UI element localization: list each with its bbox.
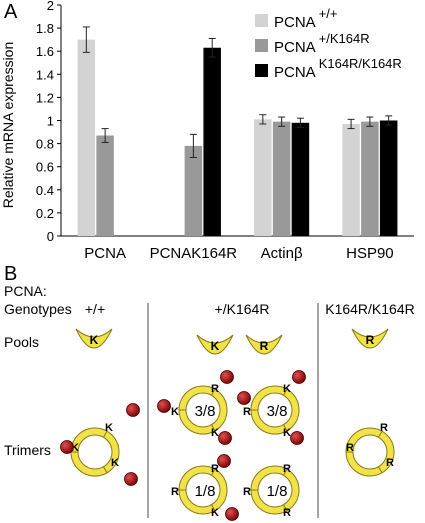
pcna-monomer	[245, 334, 283, 355]
ubiquitin	[218, 431, 232, 445]
bar	[272, 121, 291, 236]
legend-swatch	[255, 64, 268, 77]
ubiquitin	[124, 472, 138, 486]
pcna-trimer: R K K 3/8	[157, 370, 234, 445]
y-tick-label: 0.8	[36, 137, 54, 152]
trimers-label: Trimers	[4, 442, 51, 458]
ubiquitin	[237, 391, 251, 405]
pcna-monomer	[196, 334, 234, 355]
monomer-letter: R	[171, 486, 179, 498]
monomer-letter: K	[71, 442, 79, 454]
monomer-letter: R	[283, 507, 291, 519]
pools-label: Pools	[4, 334, 39, 350]
x-tick-label: HSP90	[346, 245, 394, 262]
y-tick-label: 1.8	[36, 21, 54, 36]
monomer-letter: R	[243, 406, 251, 418]
monomer-letter: K	[283, 383, 291, 395]
monomer-letter: K	[111, 457, 119, 469]
bar	[203, 47, 221, 236]
bar-series	[77, 26, 398, 237]
y-tick-label: 0	[47, 229, 54, 244]
trimer-fraction: 3/8	[267, 403, 288, 420]
bar	[96, 135, 114, 236]
legend-entry: PCNAK164R/K164R	[274, 56, 402, 81]
trimer-fraction: 3/8	[195, 403, 216, 420]
y-tick-label: 1.4	[36, 67, 54, 82]
pcna-trimer: R R R 1/8	[243, 463, 300, 519]
ubiquitin	[126, 403, 140, 417]
pcna-trimer: K K K	[60, 403, 140, 486]
ubiquitin	[292, 370, 306, 384]
trimer-fraction: 1/8	[267, 483, 288, 500]
pcna-trimer: K R K 3/8	[237, 370, 306, 445]
bar-chart: Relative mRNA expression 0 0.2 0.4 0.6 0.8 1 1…	[0, 0, 414, 262]
genotype-heterozygous: +/K164R	[215, 301, 270, 317]
legend-swatch	[255, 39, 268, 52]
bar	[379, 120, 398, 236]
y-tick-label: 0.6	[36, 160, 54, 175]
pcna-label: PCNA:	[4, 283, 47, 299]
monomer-letter: R	[386, 457, 394, 469]
ubiquitin	[217, 454, 231, 468]
legend-entry: PCNA+/K164R	[274, 31, 370, 56]
monomer-letter: R	[260, 339, 269, 353]
monomer-letter: R	[283, 463, 291, 475]
ubiquitin	[220, 370, 234, 384]
legend-swatch	[255, 14, 268, 27]
pcna-monomer	[351, 328, 389, 349]
monomer-letter: R	[366, 333, 375, 347]
pcna-trimer: R R K 1/8	[171, 454, 239, 521]
y-tick-label: 2	[47, 0, 54, 13]
x-tick-label: PCNA	[84, 245, 126, 262]
y-tick-label: 1.6	[36, 44, 54, 59]
bar	[361, 121, 379, 236]
ubiquitin	[157, 399, 171, 413]
trimer-fraction: 1/8	[195, 483, 216, 500]
panel-b-letter: B	[4, 263, 17, 285]
ubiquitin	[225, 507, 239, 521]
monomer-letter: K	[211, 339, 220, 353]
monomer-letter: K	[90, 333, 99, 347]
monomer-letter: K	[211, 507, 219, 519]
monomer-letter: K	[211, 427, 219, 439]
genotype-wildtype: +/+	[85, 301, 105, 317]
x-tick-label: PCNAK164R	[150, 245, 238, 262]
bar	[254, 119, 272, 236]
y-axis-ticks: 0 0.2 0.4 0.6 0.8 1 1.2 1.4 1.6 1.8 2	[36, 0, 61, 244]
y-tick-label: 0.2	[36, 206, 54, 221]
genotypes-label: Genotypes	[4, 301, 72, 317]
ubiquitin	[60, 440, 74, 454]
monomer-letter: R	[211, 463, 219, 475]
monomer-letter: R	[380, 422, 388, 434]
bar	[342, 123, 360, 236]
bar	[291, 122, 310, 236]
x-axis-tick-labels: PCNA PCNAK164R Actinβ HSP90	[84, 245, 393, 262]
monomer-letter: K	[283, 427, 291, 439]
genotype-homozygous: K164R/K164R	[325, 301, 415, 317]
panel-a-letter: A	[4, 1, 18, 23]
monomer-letter: K	[105, 422, 113, 434]
monomer-letter: R	[211, 383, 219, 395]
monomer-letter: R	[346, 442, 354, 454]
monomer-letter: R	[243, 486, 251, 498]
bar	[184, 145, 203, 236]
ubiquitin	[290, 431, 304, 445]
trimers-row: K K K R K K 3/8 K R K 3/8 R R K 1/8 R R R 1/8 R R R	[60, 370, 395, 521]
y-tick-label: 1	[47, 114, 54, 129]
legend-entry: PCNA+/+	[274, 6, 337, 31]
y-tick-label: 0.4	[36, 183, 54, 198]
bar	[77, 39, 96, 237]
y-axis-label: Relative mRNA expression	[0, 42, 16, 209]
pcna-trimer: R R R	[345, 422, 395, 477]
y-tick-label: 1.2	[36, 90, 54, 105]
monomer-letter: K	[171, 406, 179, 418]
x-tick-label: Actinβ	[261, 245, 303, 262]
pcna-monomer	[75, 328, 113, 349]
